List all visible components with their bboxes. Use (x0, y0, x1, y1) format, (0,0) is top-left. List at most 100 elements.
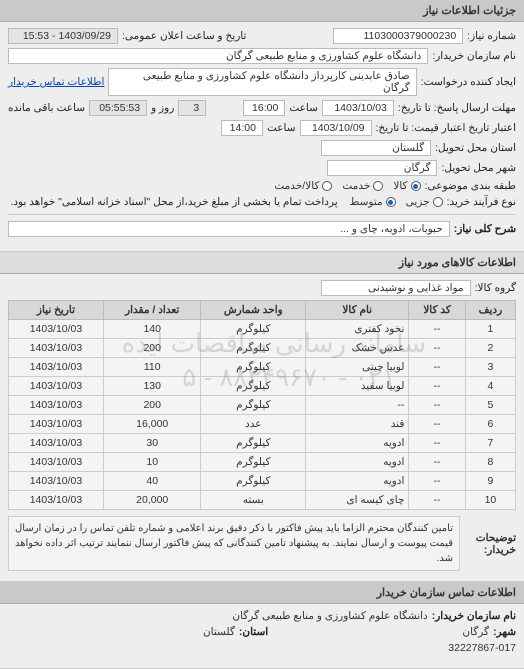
table-cell: -- (409, 377, 465, 396)
table-cell: 1403/10/03 (9, 358, 104, 377)
table-cell: 6 (465, 415, 515, 434)
table-row: 4--لوبیا سفیدکیلوگرم1301403/10/03 (9, 377, 516, 396)
table-cell: 200 (103, 396, 201, 415)
contact-link[interactable]: اطلاعات تماس خریدار (8, 76, 104, 88)
table-cell: 1403/10/03 (9, 472, 104, 491)
table-cell: 130 (103, 377, 201, 396)
table-cell: قند (306, 415, 409, 434)
table-cell: -- (409, 358, 465, 377)
table-row: 7--ادویهکیلوگرم301403/10/03 (9, 434, 516, 453)
need-title-label: شرح کلی نیاز: (454, 223, 516, 235)
announce-value: 1403/09/29 - 15:53 (8, 28, 118, 44)
table-cell: 1403/10/03 (9, 339, 104, 358)
process-option[interactable]: جزیی (406, 196, 443, 208)
radio-label: متوسط (350, 196, 383, 208)
city-label: شهر محل تحویل: (441, 162, 516, 174)
budget-option[interactable]: خدمت (342, 180, 383, 192)
process-note: پرداخت تمام یا بخشی از مبلغ خرید،از محل … (10, 196, 337, 208)
table-row: 1--نخود کفتریکیلوگرم1401403/10/03 (9, 320, 516, 339)
table-cell: 1403/10/03 (9, 491, 104, 510)
requester-value: صادق عابدینی کارپرداز دانشگاه علوم کشاور… (108, 68, 416, 96)
table-row: 10--چای کیسه ایبسته20,0001403/10/03 (9, 491, 516, 510)
radio-icon (411, 181, 421, 191)
table-row: 2--عدس خشککیلوگرم2001403/10/03 (9, 339, 516, 358)
radio-label: کالا (393, 180, 407, 192)
table-cell: کیلوگرم (201, 453, 306, 472)
group-value: مواد غذایی و نوشیدنی (321, 280, 471, 296)
table-cell: 1403/10/03 (9, 434, 104, 453)
table-row: 6--قندعدد16,0001403/10/03 (9, 415, 516, 434)
deadline-send-date: 1403/10/03 (322, 100, 394, 116)
table-header-cell: تاریخ نیاز (9, 301, 104, 320)
radio-label: کالا/خدمت (274, 180, 319, 192)
remain-time: 05:55:53 (89, 100, 147, 116)
radio-icon (322, 181, 332, 191)
table-cell: 16,000 (103, 415, 201, 434)
remain-days-label: روز و (151, 102, 174, 114)
table-cell: 40 (103, 472, 201, 491)
validity-time: 14:00 (221, 120, 263, 136)
table-cell: کیلوگرم (201, 339, 306, 358)
table-row: 9--ادویهکیلوگرم401403/10/03 (9, 472, 516, 491)
table-cell: عدس خشک (306, 339, 409, 358)
table-cell: کیلوگرم (201, 377, 306, 396)
footer-province: گلستان (203, 626, 235, 638)
footer-phone: 32227867-017 (448, 642, 516, 654)
radio-label: جزیی (406, 196, 430, 208)
table-cell: ادویه (306, 453, 409, 472)
table-cell: 1403/10/03 (9, 377, 104, 396)
radio-icon (386, 197, 396, 207)
deadline-send-label: مهلت ارسال پاسخ: تا تاریخ: (398, 102, 516, 114)
table-cell: -- (409, 453, 465, 472)
announce-label: تاریخ و ساعت اعلان عمومی: (122, 30, 246, 42)
table-cell: -- (409, 396, 465, 415)
table-cell: -- (409, 339, 465, 358)
time-label-2: ساعت (267, 122, 296, 134)
table-cell: ادویه (306, 472, 409, 491)
need-no-value: 1103000379000230 (333, 28, 463, 44)
city-value: گرگان (327, 160, 437, 176)
table-cell: 8 (465, 453, 515, 472)
notes-text: تامین کنندگان محترم الزاما باید پیش فاکت… (8, 516, 460, 571)
budget-label: طبقه بندی موضوعی: (425, 180, 516, 192)
table-cell: 140 (103, 320, 201, 339)
buyer-org-value: دانشگاه علوم کشاورزی و منابع طبیعی گرگان (8, 48, 428, 64)
province-value: گلستان (321, 140, 431, 156)
table-cell: 4 (465, 377, 515, 396)
items-section-title: اطلاعات کالاهای مورد نیاز (0, 252, 524, 274)
process-radio-group: جزیی متوسط (350, 196, 443, 208)
footer-org-label: نام سازمان خریدار: (432, 610, 516, 622)
province-label: استان محل تحویل: (435, 142, 516, 154)
budget-option[interactable]: کالا (393, 180, 420, 192)
table-cell: 30 (103, 434, 201, 453)
table-cell: 1403/10/03 (9, 415, 104, 434)
table-cell: 9 (465, 472, 515, 491)
table-header-cell: تعداد / مقدار (103, 301, 201, 320)
table-cell: 200 (103, 339, 201, 358)
table-header-cell: واحد شمارش (201, 301, 306, 320)
table-cell: 20,000 (103, 491, 201, 510)
footer-panel: نام سازمان خریدار: دانشگاه علوم کشاورزی … (0, 604, 524, 669)
footer-province-label: استان: (239, 626, 268, 638)
table-cell: 5 (465, 396, 515, 415)
table-cell: -- (306, 396, 409, 415)
table-cell: -- (409, 491, 465, 510)
table-cell: 7 (465, 434, 515, 453)
table-header-cell: نام کالا (306, 301, 409, 320)
table-cell: 10 (103, 453, 201, 472)
table-cell: کیلوگرم (201, 434, 306, 453)
table-row: 5----کیلوگرم2001403/10/03 (9, 396, 516, 415)
budget-option[interactable]: کالا/خدمت (274, 180, 332, 192)
table-cell: عدد (201, 415, 306, 434)
remain-suffix: ساعت باقی مانده (8, 102, 85, 114)
table-cell: بسته (201, 491, 306, 510)
table-cell: -- (409, 415, 465, 434)
table-cell: 1403/10/03 (9, 396, 104, 415)
radio-icon (433, 197, 443, 207)
process-option[interactable]: متوسط (350, 196, 396, 208)
budget-radio-group: کالا خدمت کالا/خدمت (274, 180, 420, 192)
page-title: جزئیات اطلاعات نیاز (0, 0, 524, 22)
table-cell: کیلوگرم (201, 396, 306, 415)
deadline-send-time: 16:00 (243, 100, 285, 116)
need-title-value: حبوبات، ادویه، چای و ... (8, 221, 450, 237)
